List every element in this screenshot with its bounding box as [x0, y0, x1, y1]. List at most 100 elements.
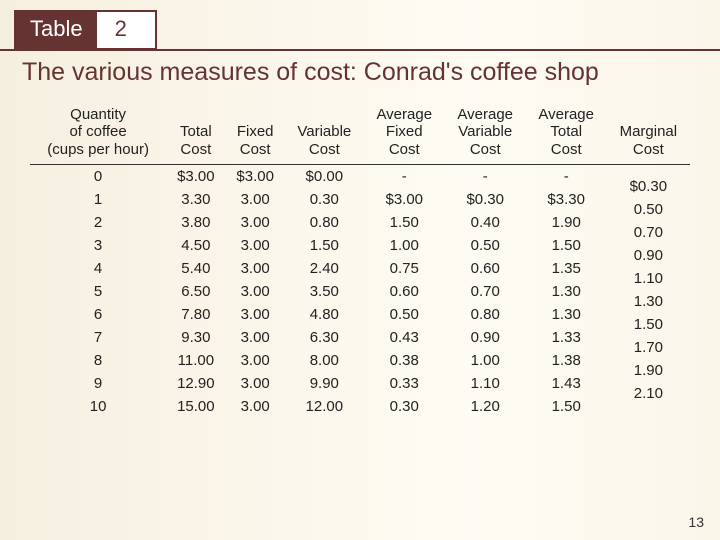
table-cell: 3.00	[226, 349, 285, 372]
table-cell: 9.90	[285, 372, 364, 395]
table-cell: 0.38	[364, 349, 445, 372]
table-cell: 4	[30, 257, 166, 280]
table-cell: 2	[30, 211, 166, 234]
table-cell: 0.50	[445, 234, 526, 257]
col-mc: MarginalCost	[607, 104, 690, 164]
table-cell: 1.00	[364, 234, 445, 257]
table-cell: 3	[30, 234, 166, 257]
top-rule	[0, 49, 720, 51]
table-header: Table 2	[14, 10, 157, 50]
table-row: 23.803.000.801.500.401.900.70	[30, 211, 690, 234]
table-cell: 0.60	[445, 257, 526, 280]
table-row: 67.803.004.800.500.801.301.50	[30, 303, 690, 326]
table-cell: 5.40	[166, 257, 225, 280]
table-cell: 1.00	[445, 349, 526, 372]
cost-table: Quantityof coffee(cups per hour) TotalCo…	[30, 104, 690, 418]
table-cell: 3.80	[166, 211, 225, 234]
table-cell: 3.00	[226, 326, 285, 349]
table-cell-marginal: $0.30	[607, 164, 690, 188]
table-row: 34.503.001.501.000.501.500.90	[30, 234, 690, 257]
table-cell: 3.30	[166, 188, 225, 211]
table-cell: 3.00	[226, 211, 285, 234]
col-avc: AverageVariableCost	[445, 104, 526, 164]
table-cell: 6	[30, 303, 166, 326]
table-cell: 0	[30, 164, 166, 188]
table-cell: 1.43	[526, 372, 607, 395]
table-cell: 0.70	[445, 280, 526, 303]
table-cell: 3.00	[226, 372, 285, 395]
table-row: 0$3.00$3.00$0.00---$0.30	[30, 164, 690, 188]
table-cell: 0.43	[364, 326, 445, 349]
table-row: 912.903.009.900.331.101.432.10	[30, 372, 690, 395]
table-cell: -	[445, 164, 526, 188]
col-atc: AverageTotalCost	[526, 104, 607, 164]
table-cell: 3.00	[226, 257, 285, 280]
table-cell: 3.00	[226, 303, 285, 326]
table-cell: 1.50	[526, 395, 607, 418]
table-cell: $3.00	[364, 188, 445, 211]
table-cell: 1.35	[526, 257, 607, 280]
table-row: 79.303.006.300.430.901.331.70	[30, 326, 690, 349]
col-total-cost: TotalCost	[166, 104, 225, 164]
table-cell: 0.50	[364, 303, 445, 326]
table-cell: 1.90	[526, 211, 607, 234]
table-cell: $3.00	[226, 164, 285, 188]
table-cell: 3.50	[285, 280, 364, 303]
table-cell: 11.00	[166, 349, 225, 372]
table-cell: 6.30	[285, 326, 364, 349]
table-cell: -	[364, 164, 445, 188]
table-cell: 15.00	[166, 395, 225, 418]
table-cell: 0.40	[445, 211, 526, 234]
page-number: 13	[688, 514, 704, 530]
table-cell: 1.38	[526, 349, 607, 372]
table-cell: 1.50	[364, 211, 445, 234]
table-cell: 0.30	[364, 395, 445, 418]
table-cell: 3.00	[226, 188, 285, 211]
table-row: 811.003.008.000.381.001.381.90	[30, 349, 690, 372]
table-cell: 0.60	[364, 280, 445, 303]
table-cell: $3.00	[166, 164, 225, 188]
page-title: The various measures of cost: Conrad's c…	[22, 58, 599, 87]
table-cell: 4.50	[166, 234, 225, 257]
slide: Table 2 The various measures of cost: Co…	[0, 0, 720, 540]
header-row: Quantityof coffee(cups per hour) TotalCo…	[30, 104, 690, 164]
table-cell: 7	[30, 326, 166, 349]
table-cell: $0.30	[445, 188, 526, 211]
table-number: 2	[97, 10, 157, 50]
table-cell: 6.50	[166, 280, 225, 303]
table-cell: 3.00	[226, 280, 285, 303]
table-cell: 12.90	[166, 372, 225, 395]
table-cell: 4.80	[285, 303, 364, 326]
table-cell: 0.80	[285, 211, 364, 234]
table-cell: $3.30	[526, 188, 607, 211]
table-cell: 0.90	[445, 326, 526, 349]
col-fixed-cost: FixedCost	[226, 104, 285, 164]
table-cell: 0.75	[364, 257, 445, 280]
table-cell: 0.33	[364, 372, 445, 395]
table-cell: 8.00	[285, 349, 364, 372]
table-cell: 1.20	[445, 395, 526, 418]
table-row: 45.403.002.400.750.601.351.10	[30, 257, 690, 280]
table-cell: 9.30	[166, 326, 225, 349]
table-cell: 1.50	[526, 234, 607, 257]
table-cell: 3.00	[226, 234, 285, 257]
table-label: Table	[14, 10, 97, 50]
table-body: 0$3.00$3.00$0.00---$0.3013.303.000.30$3.…	[30, 164, 690, 418]
table-cell: 7.80	[166, 303, 225, 326]
table-cell: 8	[30, 349, 166, 372]
table-cell: 1.50	[285, 234, 364, 257]
table-cell: 5	[30, 280, 166, 303]
col-afc: AverageFixedCost	[364, 104, 445, 164]
table-cell: $0.00	[285, 164, 364, 188]
table-cell: 1.33	[526, 326, 607, 349]
table-cell: 10	[30, 395, 166, 418]
table-row: 1015.003.0012.000.301.201.50	[30, 395, 690, 418]
table-cell: 0.30	[285, 188, 364, 211]
table-cell: -	[526, 164, 607, 188]
table-cell: 12.00	[285, 395, 364, 418]
table-cell: 2.40	[285, 257, 364, 280]
table-cell: 1	[30, 188, 166, 211]
table-cell: 1.30	[526, 280, 607, 303]
table-cell: 0.80	[445, 303, 526, 326]
table-row: 56.503.003.500.600.701.301.30	[30, 280, 690, 303]
